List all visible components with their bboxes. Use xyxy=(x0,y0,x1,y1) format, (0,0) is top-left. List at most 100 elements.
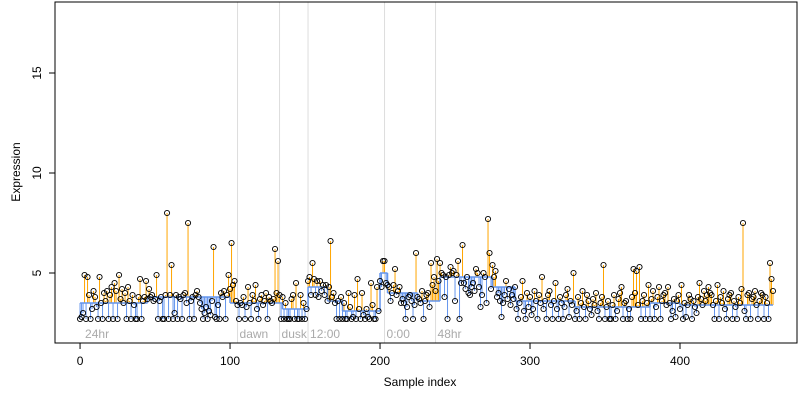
point xyxy=(627,315,634,323)
point xyxy=(291,315,298,323)
point xyxy=(756,297,763,305)
point xyxy=(700,287,708,295)
point xyxy=(582,315,589,323)
point xyxy=(453,271,460,279)
point xyxy=(462,285,469,293)
point xyxy=(738,285,745,293)
point xyxy=(658,297,666,305)
point xyxy=(408,297,415,305)
point xyxy=(189,293,196,301)
point xyxy=(268,299,276,307)
point xyxy=(699,301,706,309)
point xyxy=(234,301,241,309)
point xyxy=(358,289,366,297)
point xyxy=(478,291,486,299)
point xyxy=(117,295,124,303)
point xyxy=(765,315,772,323)
point xyxy=(444,315,451,323)
point xyxy=(214,301,222,309)
point xyxy=(612,315,619,323)
y-tick-label: 5 xyxy=(30,269,44,276)
point xyxy=(633,267,640,275)
point xyxy=(513,305,520,313)
point xyxy=(721,305,729,313)
point xyxy=(702,297,709,305)
point xyxy=(286,315,294,323)
point xyxy=(321,291,328,299)
point xyxy=(411,301,418,309)
point xyxy=(171,309,178,317)
point xyxy=(705,283,712,291)
point xyxy=(303,305,310,313)
point xyxy=(439,271,447,279)
point xyxy=(481,273,489,281)
point xyxy=(319,281,327,289)
point xyxy=(588,311,595,319)
point xyxy=(231,277,238,285)
point xyxy=(742,315,750,323)
point xyxy=(369,301,376,309)
point xyxy=(229,281,237,289)
point xyxy=(427,259,435,267)
point xyxy=(760,315,768,323)
point xyxy=(366,315,373,323)
point xyxy=(567,297,574,305)
point xyxy=(687,295,694,303)
point xyxy=(205,307,213,315)
point xyxy=(307,291,315,299)
point xyxy=(475,283,483,291)
point xyxy=(262,289,270,297)
point xyxy=(499,299,507,307)
point xyxy=(424,289,432,297)
point xyxy=(318,287,325,295)
annotation-label: dusk xyxy=(282,327,308,341)
point xyxy=(652,303,660,311)
point xyxy=(84,273,91,281)
x-tick-label: 400 xyxy=(670,354,690,368)
point xyxy=(565,313,573,321)
point xyxy=(675,291,682,299)
point xyxy=(474,269,481,277)
point xyxy=(79,309,87,317)
point xyxy=(495,289,502,297)
point xyxy=(357,315,364,323)
point xyxy=(324,297,331,305)
point xyxy=(330,289,337,297)
point xyxy=(196,299,204,307)
point xyxy=(466,291,474,299)
point xyxy=(505,285,513,293)
point xyxy=(528,311,535,319)
point xyxy=(217,289,225,297)
y-tick-label: 10 xyxy=(30,166,44,180)
point xyxy=(750,293,757,301)
point xyxy=(126,297,133,305)
x-tick-label: 0 xyxy=(77,354,84,368)
point xyxy=(138,315,145,323)
point xyxy=(111,279,118,287)
point xyxy=(187,297,195,305)
point xyxy=(490,273,498,281)
point xyxy=(403,303,411,311)
point xyxy=(595,315,603,323)
point xyxy=(436,259,444,267)
point xyxy=(397,299,405,307)
point xyxy=(192,291,199,299)
point xyxy=(747,315,754,323)
point xyxy=(352,315,360,323)
point xyxy=(363,305,370,313)
point xyxy=(594,307,601,315)
point xyxy=(430,273,438,281)
point xyxy=(544,291,552,299)
point xyxy=(739,219,747,227)
point xyxy=(136,275,144,283)
point xyxy=(492,267,499,275)
point xyxy=(420,315,427,323)
point xyxy=(378,283,385,291)
point xyxy=(184,219,192,227)
point xyxy=(586,305,594,313)
point xyxy=(409,315,417,323)
point xyxy=(510,295,517,303)
point xyxy=(550,297,558,305)
point xyxy=(426,303,433,311)
point xyxy=(375,307,382,315)
